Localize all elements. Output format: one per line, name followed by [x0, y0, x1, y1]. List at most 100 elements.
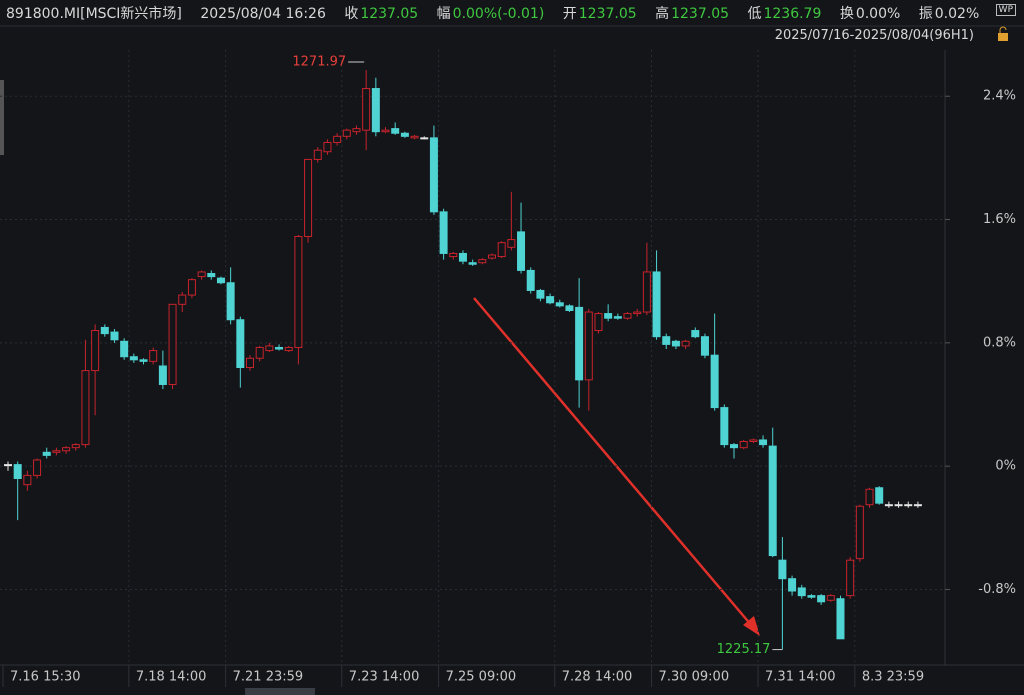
candle-body: [33, 459, 42, 476]
candle-body: [855, 505, 864, 560]
label: 高: [655, 6, 670, 22]
candle-body: [120, 340, 129, 358]
candle-body: [139, 359, 148, 362]
candle-body: [730, 444, 738, 449]
y-tick-label: 0.8%: [983, 335, 1016, 350]
candle-body: [197, 271, 206, 278]
candle-body: [400, 132, 409, 137]
candle-body: [236, 319, 245, 369]
candle-body: [807, 595, 816, 598]
candle-body: [449, 252, 458, 258]
candle-body: [778, 559, 787, 580]
candle-body: [575, 306, 584, 381]
candle-body: [797, 587, 806, 597]
value: 0.00%(-0.01): [452, 6, 545, 22]
arrow-head: [743, 616, 760, 636]
x-tick-label: 7.25 09:00: [446, 670, 517, 685]
y-tick-label: -0.8%: [978, 582, 1016, 597]
value: 1237.05: [671, 6, 730, 22]
candle-body: [836, 598, 845, 640]
candle-body: [381, 129, 390, 133]
x-tick-label: 7.31 14:00: [765, 670, 836, 685]
max-label: 1271.97: [292, 55, 346, 70]
candle-body: [913, 504, 922, 507]
value: 1237.05: [360, 6, 419, 22]
lock-icon: [999, 26, 1007, 33]
candle-body: [536, 289, 545, 299]
candle-body: [62, 447, 71, 452]
candle-body: [323, 141, 332, 153]
candle-body: [488, 254, 496, 259]
x-tick-label: 7.18 14:00: [136, 670, 207, 685]
candle-body: [565, 305, 574, 311]
candle-body: [865, 488, 874, 506]
value: 0.02%: [934, 6, 980, 22]
candle-body: [846, 559, 855, 597]
label: 换: [839, 6, 854, 22]
candle-body: [410, 135, 419, 139]
value: 1236.79: [763, 6, 822, 22]
lock-icon[interactable]: [998, 33, 1008, 41]
candle-body: [207, 272, 216, 278]
candle-body: [526, 269, 535, 291]
candle-body: [216, 277, 225, 284]
range: 2025/07/16-2025/08/04(96H1): [774, 28, 974, 43]
candle-body: [168, 303, 177, 385]
scroll-thumb[interactable]: [245, 688, 315, 695]
value: 1237.05: [578, 6, 637, 22]
candle-body: [420, 137, 429, 140]
candle-body: [623, 313, 632, 319]
header: 891800.MI[MSCI新兴市场] 2025/08/04 16:26 收 12…: [6, 3, 981, 23]
candle-body: [739, 441, 748, 449]
candle-body: [246, 357, 254, 369]
candle-body: [23, 474, 32, 486]
candle-body: [304, 158, 313, 238]
candle-body: [555, 302, 564, 307]
x-tick-label: 7.30 09:00: [659, 670, 730, 685]
candle-body: [691, 330, 700, 338]
candle-body: [226, 282, 235, 321]
candle-body: [497, 242, 506, 258]
candle-body: [13, 464, 22, 479]
value: 0.00%: [855, 6, 901, 22]
candle-body: [91, 330, 100, 372]
datetime: 2025/08/04 16:26: [200, 6, 326, 22]
min-label: 1225.17: [717, 642, 771, 657]
candle-body: [313, 149, 322, 160]
y-tick-label: 1.6%: [983, 212, 1016, 227]
candle-body: [768, 445, 777, 557]
y-tick-label: 0%: [995, 459, 1016, 474]
candle-body: [458, 252, 467, 262]
scrollbar[interactable]: [0, 80, 4, 155]
candle-body: [468, 262, 477, 265]
candle-body: [342, 129, 351, 137]
candle-body: [875, 487, 884, 504]
candle-body: [584, 311, 593, 381]
label: 开: [562, 6, 577, 22]
candle-body: [517, 231, 526, 271]
candle-body: [604, 313, 613, 319]
candle-body: [100, 326, 109, 335]
candle-body: [478, 259, 487, 264]
candle-body: [352, 128, 361, 133]
candle-body: [904, 504, 913, 507]
x-tick-label: 7.28 14:00: [562, 670, 633, 685]
candle-body: [4, 464, 12, 467]
candle-body: [546, 296, 555, 304]
label: 低: [747, 6, 762, 22]
candle-body: [749, 439, 758, 443]
candle-body: [642, 271, 651, 313]
candle-body: [129, 356, 138, 361]
badge[interactable]: WP: [995, 4, 1016, 16]
candle-body: [42, 451, 51, 456]
x-tick-label: 7.23 14:00: [349, 670, 420, 685]
candle-body: [662, 336, 671, 345]
candle-body: [371, 88, 380, 133]
candle-body: [884, 504, 893, 507]
candle-body: [439, 211, 448, 254]
candle-body: [594, 313, 603, 332]
candle-body: [110, 331, 119, 341]
candle-body: [294, 236, 303, 348]
candle-body: [362, 88, 371, 131]
